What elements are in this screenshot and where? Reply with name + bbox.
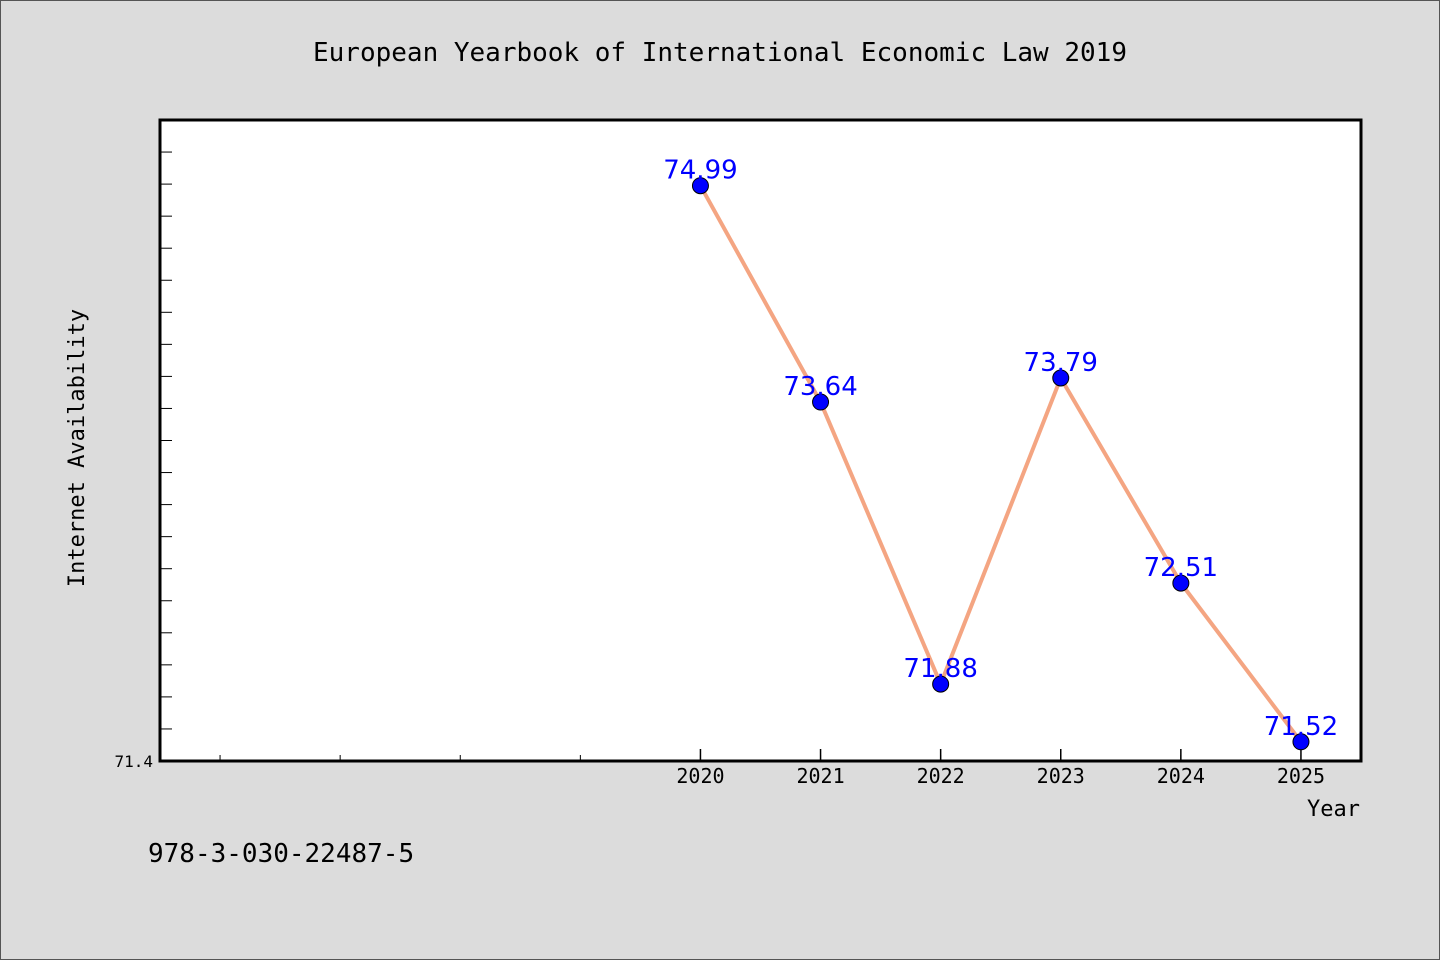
x-tick-label: 2020 [676, 764, 724, 788]
data-point [932, 675, 950, 693]
data-label: 71.52 [1264, 712, 1338, 742]
x-tick-label: 2024 [1157, 764, 1205, 788]
data-point [1292, 733, 1310, 751]
y-axis-ticks [160, 119, 172, 762]
y-axis-label: Internet Availability [65, 309, 90, 587]
data-point [691, 177, 709, 195]
data-point [1172, 574, 1190, 592]
data-label: 72.51 [1144, 553, 1218, 583]
x-axis-label: Year [1307, 797, 1360, 822]
chart-title: European Yearbook of International Econo… [313, 38, 1127, 68]
x-tick-label: 2022 [917, 764, 965, 788]
data-point [812, 393, 830, 411]
series-line: 74.99 73.64 71.88 73.79 72.51 71.52 [663, 156, 1338, 751]
x-axis-ticks: 2020 2021 2022 2023 2024 2025 [219, 749, 1325, 788]
data-label: 74.99 [663, 156, 737, 186]
plot-area [158, 118, 1363, 763]
series-polyline [698, 183, 1303, 744]
y-axis-min-label: 71.4 [114, 752, 153, 771]
footnote-isbn: 978-3-030-22487-5 [148, 839, 414, 869]
x-tick-label: 2023 [1037, 764, 1085, 788]
data-label: 73.64 [783, 372, 857, 402]
data-label: 73.79 [1024, 348, 1098, 378]
x-tick-label: 2021 [796, 764, 844, 788]
data-point [1052, 369, 1070, 387]
data-label: 71.88 [903, 654, 977, 684]
x-tick-label: 2025 [1277, 764, 1325, 788]
